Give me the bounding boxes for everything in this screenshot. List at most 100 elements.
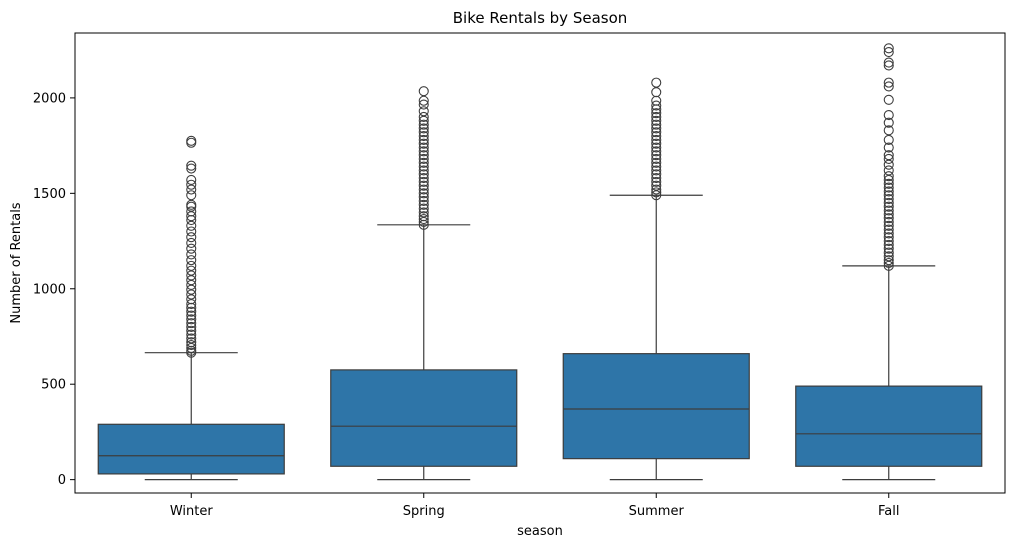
- outlier-point: [418, 131, 429, 142]
- outlier-point: [186, 237, 197, 249]
- outlier-point: [883, 239, 894, 250]
- outlier-point: [186, 260, 197, 271]
- outlier-point: [186, 199, 197, 210]
- outlier-point: [651, 134, 662, 145]
- outlier-point: [883, 57, 894, 68]
- outlier-point: [883, 110, 894, 121]
- outlier-point: [651, 150, 662, 161]
- outlier-point: [186, 135, 197, 146]
- outlier-point: [883, 205, 894, 216]
- outlier-point: [418, 207, 429, 218]
- outlier-point: [651, 146, 662, 157]
- outlier-point: [418, 153, 429, 165]
- outlier-point: [651, 157, 662, 168]
- outlier-point: [883, 47, 894, 58]
- outlier-point: [883, 235, 894, 247]
- outlier-point: [651, 180, 662, 191]
- outlier-point: [186, 249, 197, 260]
- outlier-point: [651, 131, 662, 142]
- outlier-point: [418, 146, 429, 157]
- outlier-point: [883, 43, 894, 54]
- outlier-point: [651, 119, 662, 130]
- outlier-point: [883, 182, 894, 193]
- outlier-point: [418, 214, 429, 225]
- outlier-point: [651, 138, 662, 149]
- outlier-point: [883, 94, 894, 105]
- outlier-point: [883, 209, 894, 220]
- outlier-point: [883, 165, 894, 176]
- outlier-point: [418, 142, 429, 153]
- outlier-point: [651, 87, 662, 98]
- x-axis: Winter Spring Summer Fall: [170, 493, 899, 519]
- y-tick-label: 1000: [33, 282, 66, 297]
- x-tick-label-fall: Fall: [878, 504, 899, 519]
- outlier-point: [651, 123, 662, 134]
- plot-marks: [97, 43, 983, 481]
- outlier-point: [883, 251, 894, 262]
- iqr-box: [562, 353, 750, 460]
- outlier-point: [186, 265, 197, 276]
- outlier-point: [186, 160, 197, 171]
- outlier-point: [883, 178, 894, 189]
- outlier-point: [418, 161, 429, 172]
- outlier-point: [418, 138, 429, 149]
- outlier-point: [883, 194, 894, 205]
- outlier-point: [651, 111, 662, 123]
- outlier-point: [883, 201, 894, 212]
- y-tick-label: 0: [58, 473, 66, 488]
- outlier-point: [883, 220, 894, 231]
- outlier-point: [418, 127, 429, 138]
- outlier-point: [651, 115, 662, 126]
- chart-title: Bike Rentals by Season: [453, 9, 628, 27]
- outlier-point: [418, 165, 429, 176]
- outlier-point: [651, 176, 662, 187]
- y-tick-label: 500: [41, 378, 66, 393]
- outlier-point: [651, 173, 662, 184]
- outlier-point: [418, 169, 429, 180]
- outlier-point: [883, 213, 894, 224]
- outlier-point: [651, 169, 662, 180]
- outlier-point: [651, 161, 662, 172]
- outlier-point: [186, 255, 197, 266]
- outlier-point: [186, 190, 197, 201]
- outlier-point: [883, 125, 894, 136]
- outlier-point: [186, 226, 197, 237]
- outlier-point: [418, 86, 429, 97]
- outlier-point: [883, 77, 894, 88]
- outlier-point: [418, 111, 429, 123]
- outlier-point: [883, 257, 894, 269]
- outlier-point: [418, 119, 429, 130]
- x-axis-label: season: [517, 524, 563, 539]
- outlier-point: [186, 333, 197, 344]
- outlier-point: [418, 150, 429, 161]
- outlier-point: [186, 232, 197, 243]
- outlier-point: [418, 188, 429, 199]
- outlier-point: [883, 150, 894, 161]
- box-group-summer: [562, 77, 750, 481]
- outlier-point: [186, 179, 197, 190]
- x-tick-label-spring: Spring: [403, 504, 445, 519]
- outlier-point: [883, 224, 894, 235]
- outlier-point: [651, 142, 662, 153]
- outlier-point: [651, 100, 662, 111]
- x-tick-label-winter: Winter: [170, 504, 214, 519]
- x-tick-label-summer: Summer: [629, 504, 685, 519]
- outlier-point: [883, 117, 894, 128]
- outlier-point: [186, 329, 197, 340]
- outlier-point: [883, 81, 894, 92]
- outlier-point: [883, 60, 894, 71]
- outlier-point: [418, 203, 429, 214]
- outlier-point: [186, 340, 197, 351]
- outlier-point: [651, 165, 662, 176]
- outlier-point: [883, 243, 894, 254]
- outlier-point: [883, 216, 894, 228]
- outlier-point: [186, 174, 197, 186]
- box-group-spring: [330, 86, 518, 481]
- outlier-point: [883, 186, 894, 197]
- box-group-fall: [795, 43, 983, 481]
- outlier-point: [418, 123, 429, 134]
- outlier-point: [883, 153, 894, 165]
- outlier-point: [418, 173, 429, 184]
